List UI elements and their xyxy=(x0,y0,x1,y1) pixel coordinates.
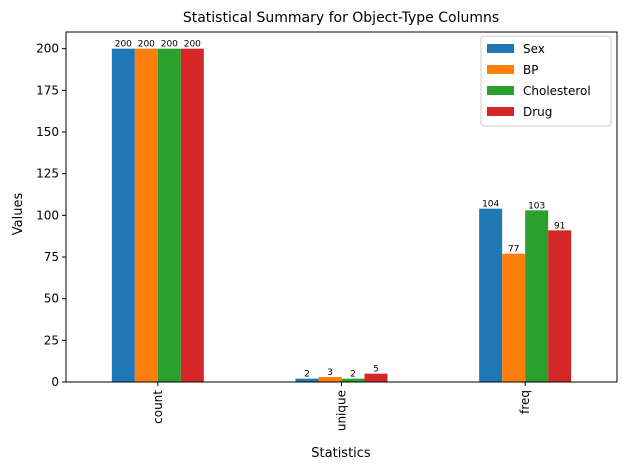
legend-swatch-sex xyxy=(487,44,514,53)
y-tick-label: 100 xyxy=(36,208,59,222)
bar-value-label: 104 xyxy=(482,200,499,210)
bar-value-label: 77 xyxy=(508,245,519,255)
bar-drug-count xyxy=(180,48,204,383)
legend: Sex BP Cholesterol Drug xyxy=(480,35,612,127)
plot-frame xyxy=(65,31,618,383)
legend-label-drug: Drug xyxy=(523,105,552,119)
bar-cholesterol-count xyxy=(157,48,181,383)
bar-bp-count xyxy=(134,48,158,383)
bars-group xyxy=(111,48,572,383)
bar-value-label: 2 xyxy=(304,370,310,380)
y-tick-label: 0 xyxy=(51,375,59,389)
bar-value-label: 2 xyxy=(350,370,356,380)
bar-drug-unique xyxy=(364,373,388,382)
bar-value-label: 103 xyxy=(528,201,545,211)
y-tick-label: 50 xyxy=(44,292,59,306)
x-tick-label: freq xyxy=(518,390,532,414)
legend-swatch-cholesterol xyxy=(487,86,514,95)
bar-drug-freq xyxy=(548,230,572,382)
bar-value-label: 200 xyxy=(115,40,132,50)
y-tick-label: 25 xyxy=(44,333,59,347)
x-tick-label: count xyxy=(151,390,165,424)
legend-swatch-bp xyxy=(487,65,514,74)
bar-value-label: 200 xyxy=(184,40,201,50)
bar-bp-freq xyxy=(502,253,526,382)
bar-sex-unique xyxy=(295,378,319,382)
y-axis-label: Values xyxy=(11,193,26,236)
bar-value-label: 200 xyxy=(138,40,155,50)
legend-label-cholesterol: Cholesterol xyxy=(523,84,591,98)
bar-value-label: 91 xyxy=(554,221,565,231)
x-axis: count unique freq xyxy=(151,382,532,431)
y-tick-label: 200 xyxy=(36,42,59,56)
bar-value-label: 5 xyxy=(373,365,379,375)
x-axis-label: Statistics xyxy=(311,446,371,461)
y-tick-label: 150 xyxy=(36,125,59,139)
bar-sex-freq xyxy=(479,208,503,382)
bar-value-label: 3 xyxy=(327,368,333,378)
legend-label-bp: BP xyxy=(523,63,538,77)
y-tick-label: 75 xyxy=(44,250,59,264)
bar-cholesterol-unique xyxy=(341,378,365,382)
x-tick-label: unique xyxy=(335,390,349,431)
bar-sex-count xyxy=(111,48,135,383)
bar-labels-group: 200 200 200 200 2 3 2 5 104 77 103 91 xyxy=(115,40,566,380)
bar-value-label: 200 xyxy=(161,40,178,50)
legend-label-sex: Sex xyxy=(523,42,545,56)
y-tick-label: 125 xyxy=(36,167,59,181)
bar-cholesterol-freq xyxy=(525,210,549,382)
legend-box xyxy=(480,35,612,127)
y-axis: 0 25 50 75 100 125 150 175 200 xyxy=(36,42,66,389)
legend-swatch-drug xyxy=(487,107,514,116)
chart-title: Statistical Summary for Object-Type Colu… xyxy=(183,10,499,26)
bar-bp-unique xyxy=(318,377,342,382)
y-tick-label: 175 xyxy=(36,83,59,97)
